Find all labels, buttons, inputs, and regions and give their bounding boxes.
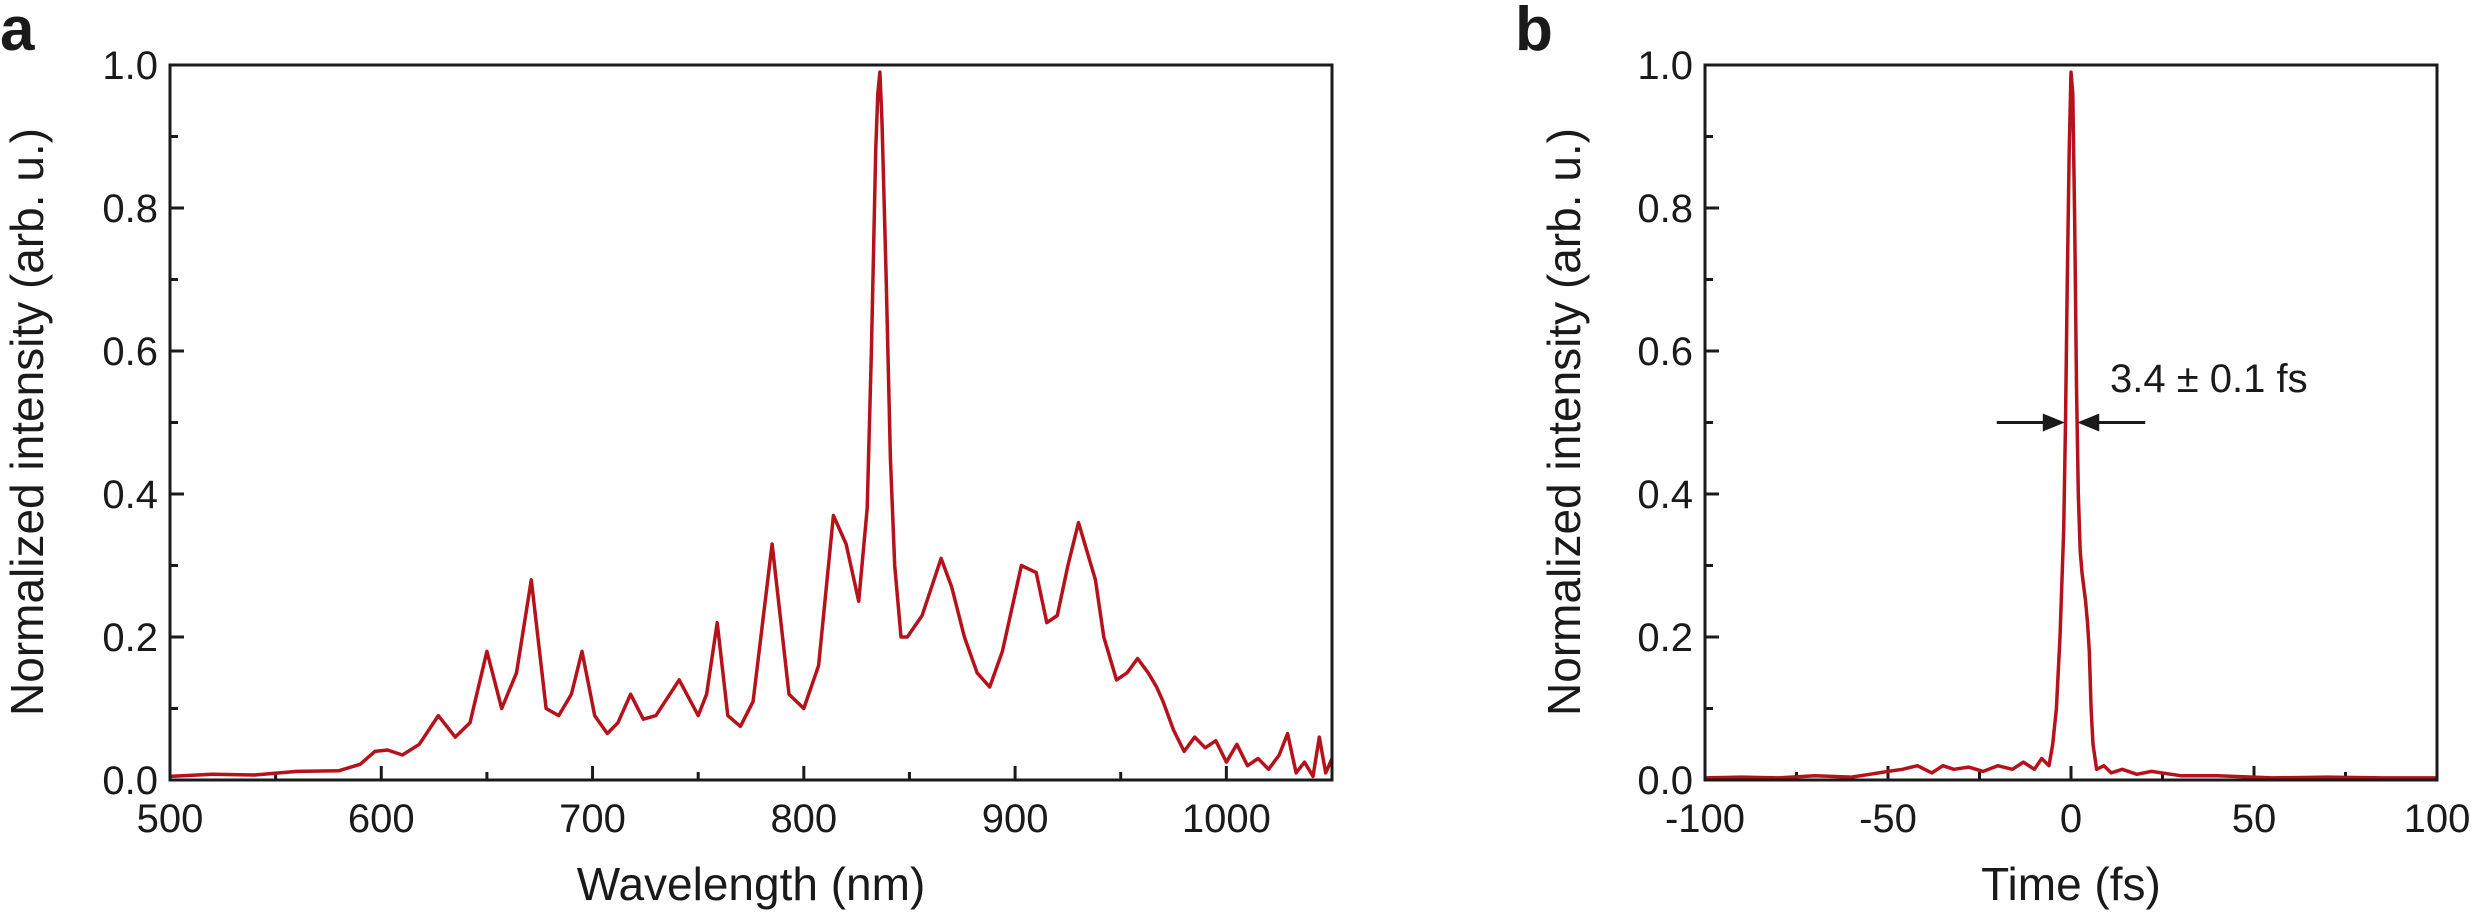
y-tick-label: 0.4: [1637, 473, 1693, 517]
panel-b-tick-labels: -100 -50 0 50 100 0.0 0.2 0.4 0.6 0.8 1.0: [1637, 44, 2470, 841]
y-tick-label: 0.8: [1637, 187, 1693, 231]
panel-a: a 500 600 700 800 900 10000.00.20.40.60.81.0 …: [0, 0, 1334, 910]
panel-b-plot-frame: [1703, 63, 2439, 782]
panel-b-series-line: [1704, 70, 2437, 780]
y-tick-label: 1.0: [1637, 44, 1693, 88]
x-tick-label: 100: [2404, 797, 2471, 841]
panel-b: b -100 -50 0 50 100 0.0 0.2 0.4 0.6 0.8 1.0 3.4 ± …: [1515, 0, 2470, 910]
panel-a-plot-frame: [168, 63, 1334, 782]
x-tick-label: 1000: [1182, 797, 1271, 841]
x-tick-label: 0: [2060, 797, 2082, 841]
fwhm-annotation: 3.4 ± 0.1 fs: [1996, 357, 2308, 432]
panel-b-x-axis-title: Time (fs): [1981, 858, 2161, 910]
x-tick-label: -100: [1665, 797, 1745, 841]
y-tick-label: 0.8: [102, 187, 158, 231]
y-tick-label: 0.6: [1637, 330, 1693, 374]
fwhm-left-arrowhead: [2042, 413, 2065, 432]
x-tick-label: 800: [770, 797, 837, 841]
panel-a-y-axis-title: Normalized intensity (arb. u.): [1, 128, 53, 716]
x-tick-label: 600: [348, 797, 415, 841]
y-tick-label: 0.2: [102, 616, 158, 660]
x-tick-label: 50: [2232, 797, 2277, 841]
panel-label-a: a: [0, 0, 35, 64]
panel-label-b: b: [1515, 0, 1553, 64]
y-tick-label: 0.4: [102, 473, 158, 517]
panel-a-series-line: [169, 70, 1334, 779]
x-tick-label: -50: [1859, 797, 1917, 841]
x-tick-label: 700: [559, 797, 626, 841]
x-tick-label: 900: [982, 797, 1049, 841]
x-tick-label: 500: [137, 797, 204, 841]
y-tick-label: 0.2: [1637, 616, 1693, 660]
panel-a-x-axis-title: Wavelength (nm): [577, 858, 926, 910]
y-tick-label: 0.6: [102, 330, 158, 374]
panel-a-ticks: [168, 63, 1228, 782]
y-tick-label: 0.0: [102, 759, 158, 803]
panel-a-tick-labels: 500 600 700 800 900 1000 0.0 0.2 0.4 0.6 0.8 1.0: [102, 44, 1270, 841]
fwhm-annotation-label: 3.4 ± 0.1 fs: [2110, 357, 2308, 401]
panel-b-y-axis-title: Normalized intensity (arb. u.): [1538, 128, 1590, 716]
y-tick-label: 1.0: [102, 44, 158, 88]
panel-b-ticks: [1703, 63, 2439, 782]
fwhm-right-arrowhead: [2077, 413, 2100, 432]
y-tick-label: 0.0: [1637, 759, 1693, 803]
